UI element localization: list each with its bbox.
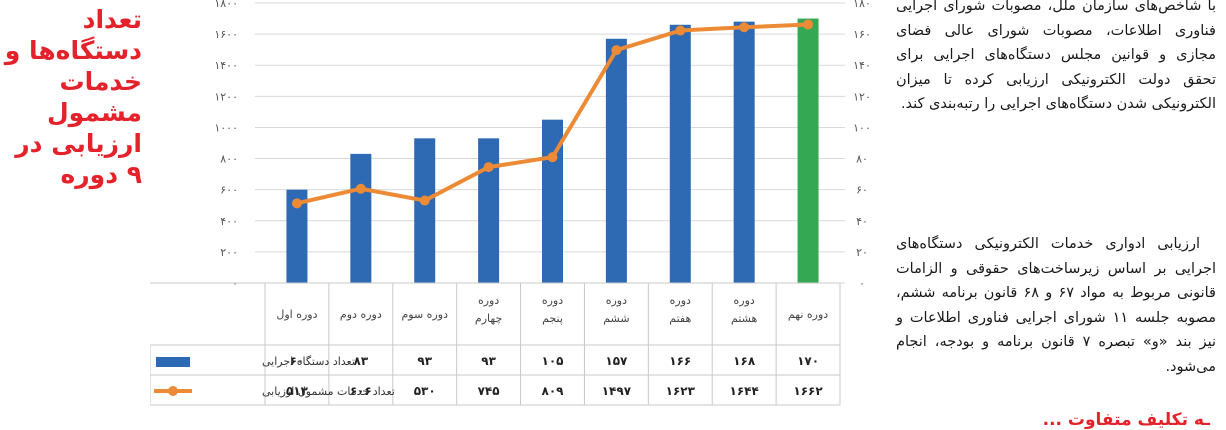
right-tick-label: ۱۰۰ [853,121,871,134]
data-label: ۵۱۲ [286,384,309,398]
line-point [419,195,430,206]
data-label: ۱۶۲۳ [666,384,696,398]
legend-swatch-bar [156,357,190,367]
legend-label: تعداد خدمات مشمول ارزیابی [262,385,395,398]
left-tick-label: ۱۲۰۰ [214,90,238,103]
bar [414,138,436,283]
category-label: دوره [542,294,563,307]
data-label: ۱۶۶ [669,354,691,368]
category-label: هفتم [669,312,691,325]
line-point [291,198,302,209]
right-tick-label: ۱۲۰ [853,90,871,103]
left-tick-label: ۱۴۰۰ [214,59,238,72]
data-label: ۷۴۵ [478,384,500,398]
category-label: پنجم [542,312,563,325]
right-tick-label: ۱۴۰ [853,59,871,72]
data-label: ۱۶۸ [733,354,756,368]
category-label: دوره [734,294,755,307]
data-label: ۱۴۹۷ [602,384,632,398]
data-label: ۸۳ [354,354,369,368]
data-label: ۱۶۶۲ [793,384,823,398]
left-tick-label: ۱۶۰۰ [214,28,238,41]
bar [733,21,755,284]
right-axis-ticks: ۰ ۲۰ ۴۰ ۶۰ ۸۰ ۱۰۰ ۱۲۰ ۱۴۰ ۱۶۰ ۱۸۰ [853,0,871,290]
bar [542,119,563,284]
chart: ۰ ۲۰۰ ۴۰۰ ۶۰۰ ۸۰۰ ۱۰۰۰ ۱۲۰۰ ۱۴۰۰ ۱۶۰۰ ۱۸۰۰ ۰ ۲۰ ۴۰ ۶… [150,0,871,406]
data-label: ۱۶۴۴ [730,384,759,398]
line-point [611,45,622,56]
category-label: دوره نهم [788,308,828,321]
infographic-title: تعداد دستگاه‌ها و خدمات مشمول ارزیابی در… [4,5,142,189]
legend-label: تعداد دستگاه اجرایی [262,355,355,368]
category-label: دوره [478,294,499,307]
right-tick-label: ۲۰ [856,246,868,259]
category-label: چهارم [475,312,502,325]
bar [478,138,500,283]
bar [286,189,308,283]
category-label: ششم [603,312,629,325]
left-tick-label: ۶۰۰ [220,184,238,197]
data-label: ۱۵۷ [605,354,628,368]
data-label: ۹۳ [481,354,496,368]
article-paragraph: ارزیابی ادواری خدمات الکترونیکی دستگاه‌ه… [896,236,1216,375]
right-tick-label: ۶۰ [856,184,868,197]
left-tick-label: ۱۰۰۰ [214,121,238,134]
data-label: ۵۳۰ [414,384,436,398]
category-label: دوره [606,294,627,307]
article-column: با شاخص‌های سازمان ملل، مصوبات شورای اجر… [880,0,1226,430]
line-point [547,152,558,163]
category-label: هشتم [731,312,757,325]
line-point [355,183,366,194]
right-tick-label: ۸۰ [856,153,868,166]
data-label: ۶۰ [290,354,305,368]
bar [605,38,627,284]
left-tick-label: ۱۸۰۰ [214,0,238,10]
left-tick-label: ۴۰۰ [220,215,238,228]
line-point [675,25,686,36]
line-series [291,19,814,209]
data-table: دوره اول دوره دوم دوره سوم دوره چهارم دوره پنج… [150,282,841,406]
bar [797,18,819,284]
category-label: دوره دوم [340,308,382,321]
right-tick-label: ۱۸۰ [853,0,871,10]
category-label: دوره سوم [401,308,448,321]
line-point [803,19,814,30]
left-axis-ticks: ۰۲۰۰۴۰۰۶۰۰۸۰۰۱۰۰۰۱۲۰۰۱۴۰۰۱۶۰۰۱۸۰۰ [214,0,238,290]
line-point [739,22,750,33]
data-label: ۱۰۵ [542,354,564,368]
bar [350,153,372,283]
title-panel: تعداد دستگاه‌ها و خدمات مشمول ارزیابی در… [0,0,150,426]
left-tick-label: ۸۰۰ [220,153,238,166]
right-tick-label: ۱۶۰ [853,28,871,41]
legend-swatch-marker [168,386,178,396]
data-label: ۶۰۶ [350,384,372,398]
article-paragraph: با شاخص‌های سازمان ملل، مصوبات شورای اجر… [896,0,1216,112]
category-label: دوره [670,294,691,307]
bar-series [286,18,819,284]
right-tick-label: ۰ [859,277,865,290]
category-label: دوره اول [276,308,317,321]
data-label: ۹۳ [417,354,432,368]
right-tick-label: ۴۰ [856,215,868,228]
line-point [483,162,494,173]
data-label: ۸۰۹ [542,384,565,398]
bar [669,24,691,284]
article-next-heading: ـه تکلیف متفاوت ... [1042,410,1210,430]
left-tick-label: ۲۰۰ [220,246,238,259]
data-label: ۱۷۰ [797,354,819,368]
